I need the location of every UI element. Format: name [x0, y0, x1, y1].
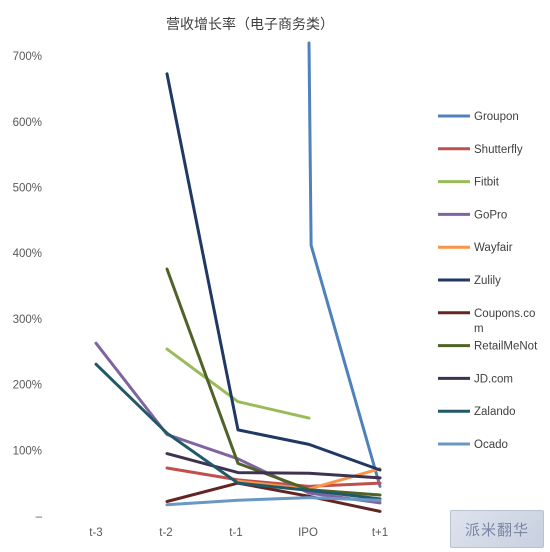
- series-line-gopro: [94, 341, 382, 505]
- legend-entry: Shutterfly: [438, 144, 523, 156]
- x-tick-label: t-2: [159, 527, 172, 539]
- series-lines: [94, 41, 382, 513]
- legend-label: JD.com: [474, 373, 513, 385]
- legend-entry: Groupon: [438, 111, 519, 123]
- y-tick-label: 300%: [13, 314, 42, 326]
- y-tick-label: –: [36, 511, 43, 523]
- series-line-fitbit: [165, 347, 311, 420]
- legend-label: Fitbit: [474, 177, 500, 189]
- legend-label: GoPro: [474, 209, 507, 221]
- legend: Groupon Shutterfly Fitbit GoPro Wayfair Zulil…: [438, 111, 538, 451]
- legend-entry: JD.com: [438, 373, 513, 385]
- legend-label: Wayfair: [474, 242, 513, 254]
- legend-label: Shutterfly: [474, 144, 523, 156]
- legend-entry: RetailMeNot: [438, 341, 538, 353]
- y-axis: – 100% 200% 300% 400% 500% 600% 700%: [13, 51, 43, 523]
- legend-label: Coupons.co m: [474, 308, 535, 335]
- y-tick-label: 200%: [13, 380, 42, 392]
- x-tick-label: t-1: [229, 527, 242, 539]
- legend-label: RetailMeNot: [474, 341, 538, 353]
- series-line-shutterfly: [165, 466, 382, 488]
- series-line-retailmenot: [165, 267, 382, 497]
- chart-title: 营收增长率（电子商务类）: [166, 17, 334, 33]
- series-line-coupons-com: [165, 481, 382, 513]
- series-line-groupon: [307, 41, 382, 488]
- x-axis: t-3 t-2 t-1 IPO t+1: [89, 527, 388, 539]
- x-tick-label: t-3: [89, 527, 102, 539]
- legend-label: Groupon: [474, 111, 519, 123]
- x-tick-label: IPO: [298, 527, 318, 539]
- y-tick-label: 100%: [13, 445, 42, 457]
- x-tick-label: t+1: [372, 527, 388, 539]
- legend-entry: GoPro: [438, 209, 507, 221]
- y-tick-label: 500%: [13, 183, 42, 195]
- y-tick-label: 700%: [13, 51, 42, 63]
- series-line-zalando: [94, 362, 382, 501]
- legend-entry: Coupons.co m: [438, 308, 535, 335]
- y-tick-label: 600%: [13, 117, 42, 129]
- series-line-ocado: [165, 496, 382, 507]
- y-tick-label: 400%: [13, 248, 42, 260]
- legend-entry: Zalando: [438, 406, 516, 418]
- legend-entry: Wayfair: [438, 242, 513, 254]
- series-line-jd-com: [165, 452, 382, 480]
- legend-entry: Ocado: [438, 439, 508, 451]
- watermark-logo: 派米翻华: [450, 510, 544, 548]
- legend-entry: Fitbit: [438, 177, 500, 189]
- series-line-zulily: [165, 72, 382, 472]
- legend-label: Ocado: [474, 439, 508, 451]
- legend-label: Zalando: [474, 406, 516, 418]
- legend-entry: Zulily: [438, 275, 501, 287]
- legend-label: Zulily: [474, 275, 501, 287]
